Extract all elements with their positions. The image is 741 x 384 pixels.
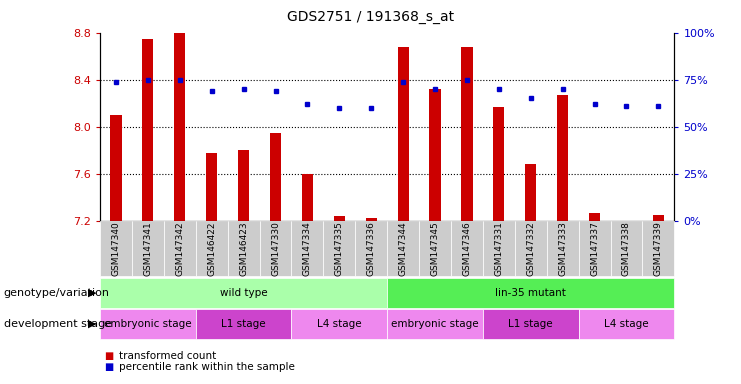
Text: GSM147338: GSM147338 <box>622 221 631 276</box>
Bar <box>653 215 664 221</box>
Text: GSM147340: GSM147340 <box>111 221 121 276</box>
Text: GDS2751 / 191368_s_at: GDS2751 / 191368_s_at <box>287 10 454 23</box>
Text: GSM147330: GSM147330 <box>271 221 280 276</box>
Bar <box>270 132 281 221</box>
Bar <box>302 174 313 221</box>
Text: GSM147339: GSM147339 <box>654 221 663 276</box>
Bar <box>206 152 217 221</box>
Text: L1 stage: L1 stage <box>222 319 266 329</box>
Bar <box>142 38 153 221</box>
Text: genotype/variation: genotype/variation <box>4 288 110 298</box>
Text: GSM147335: GSM147335 <box>335 221 344 276</box>
Bar <box>174 33 185 221</box>
Text: embryonic stage: embryonic stage <box>104 319 192 329</box>
Text: GSM147346: GSM147346 <box>462 221 471 276</box>
Text: GSM147336: GSM147336 <box>367 221 376 276</box>
Bar <box>333 216 345 221</box>
Bar <box>621 221 632 233</box>
Text: ▶: ▶ <box>88 319 96 329</box>
Text: L1 stage: L1 stage <box>508 319 553 329</box>
Text: GSM147344: GSM147344 <box>399 221 408 276</box>
Bar <box>557 95 568 221</box>
Bar <box>494 107 505 221</box>
Bar <box>397 47 409 221</box>
Text: GSM147334: GSM147334 <box>303 221 312 276</box>
Text: GSM147342: GSM147342 <box>176 221 185 276</box>
Bar <box>430 89 441 221</box>
Text: L4 stage: L4 stage <box>317 319 362 329</box>
Text: GSM147331: GSM147331 <box>494 221 503 276</box>
Text: ▶: ▶ <box>88 288 96 298</box>
Text: L4 stage: L4 stage <box>604 319 649 329</box>
Text: GSM147341: GSM147341 <box>144 221 153 276</box>
Text: lin-35 mutant: lin-35 mutant <box>495 288 566 298</box>
Text: embryonic stage: embryonic stage <box>391 319 479 329</box>
Text: ■: ■ <box>104 362 113 372</box>
Text: GSM146423: GSM146423 <box>239 221 248 276</box>
Bar <box>462 47 473 221</box>
Text: GSM147333: GSM147333 <box>558 221 567 276</box>
Bar <box>589 213 600 221</box>
Text: percentile rank within the sample: percentile rank within the sample <box>119 362 294 372</box>
Text: development stage: development stage <box>4 319 112 329</box>
Bar <box>110 115 122 221</box>
Text: GSM147345: GSM147345 <box>431 221 439 276</box>
Text: ■: ■ <box>104 351 113 361</box>
Text: GSM146422: GSM146422 <box>207 222 216 276</box>
Text: transformed count: transformed count <box>119 351 216 361</box>
Bar <box>525 164 536 221</box>
Bar <box>238 150 249 221</box>
Text: GSM147332: GSM147332 <box>526 221 535 276</box>
Bar <box>365 218 377 221</box>
Text: GSM147337: GSM147337 <box>590 221 599 276</box>
Text: wild type: wild type <box>220 288 268 298</box>
